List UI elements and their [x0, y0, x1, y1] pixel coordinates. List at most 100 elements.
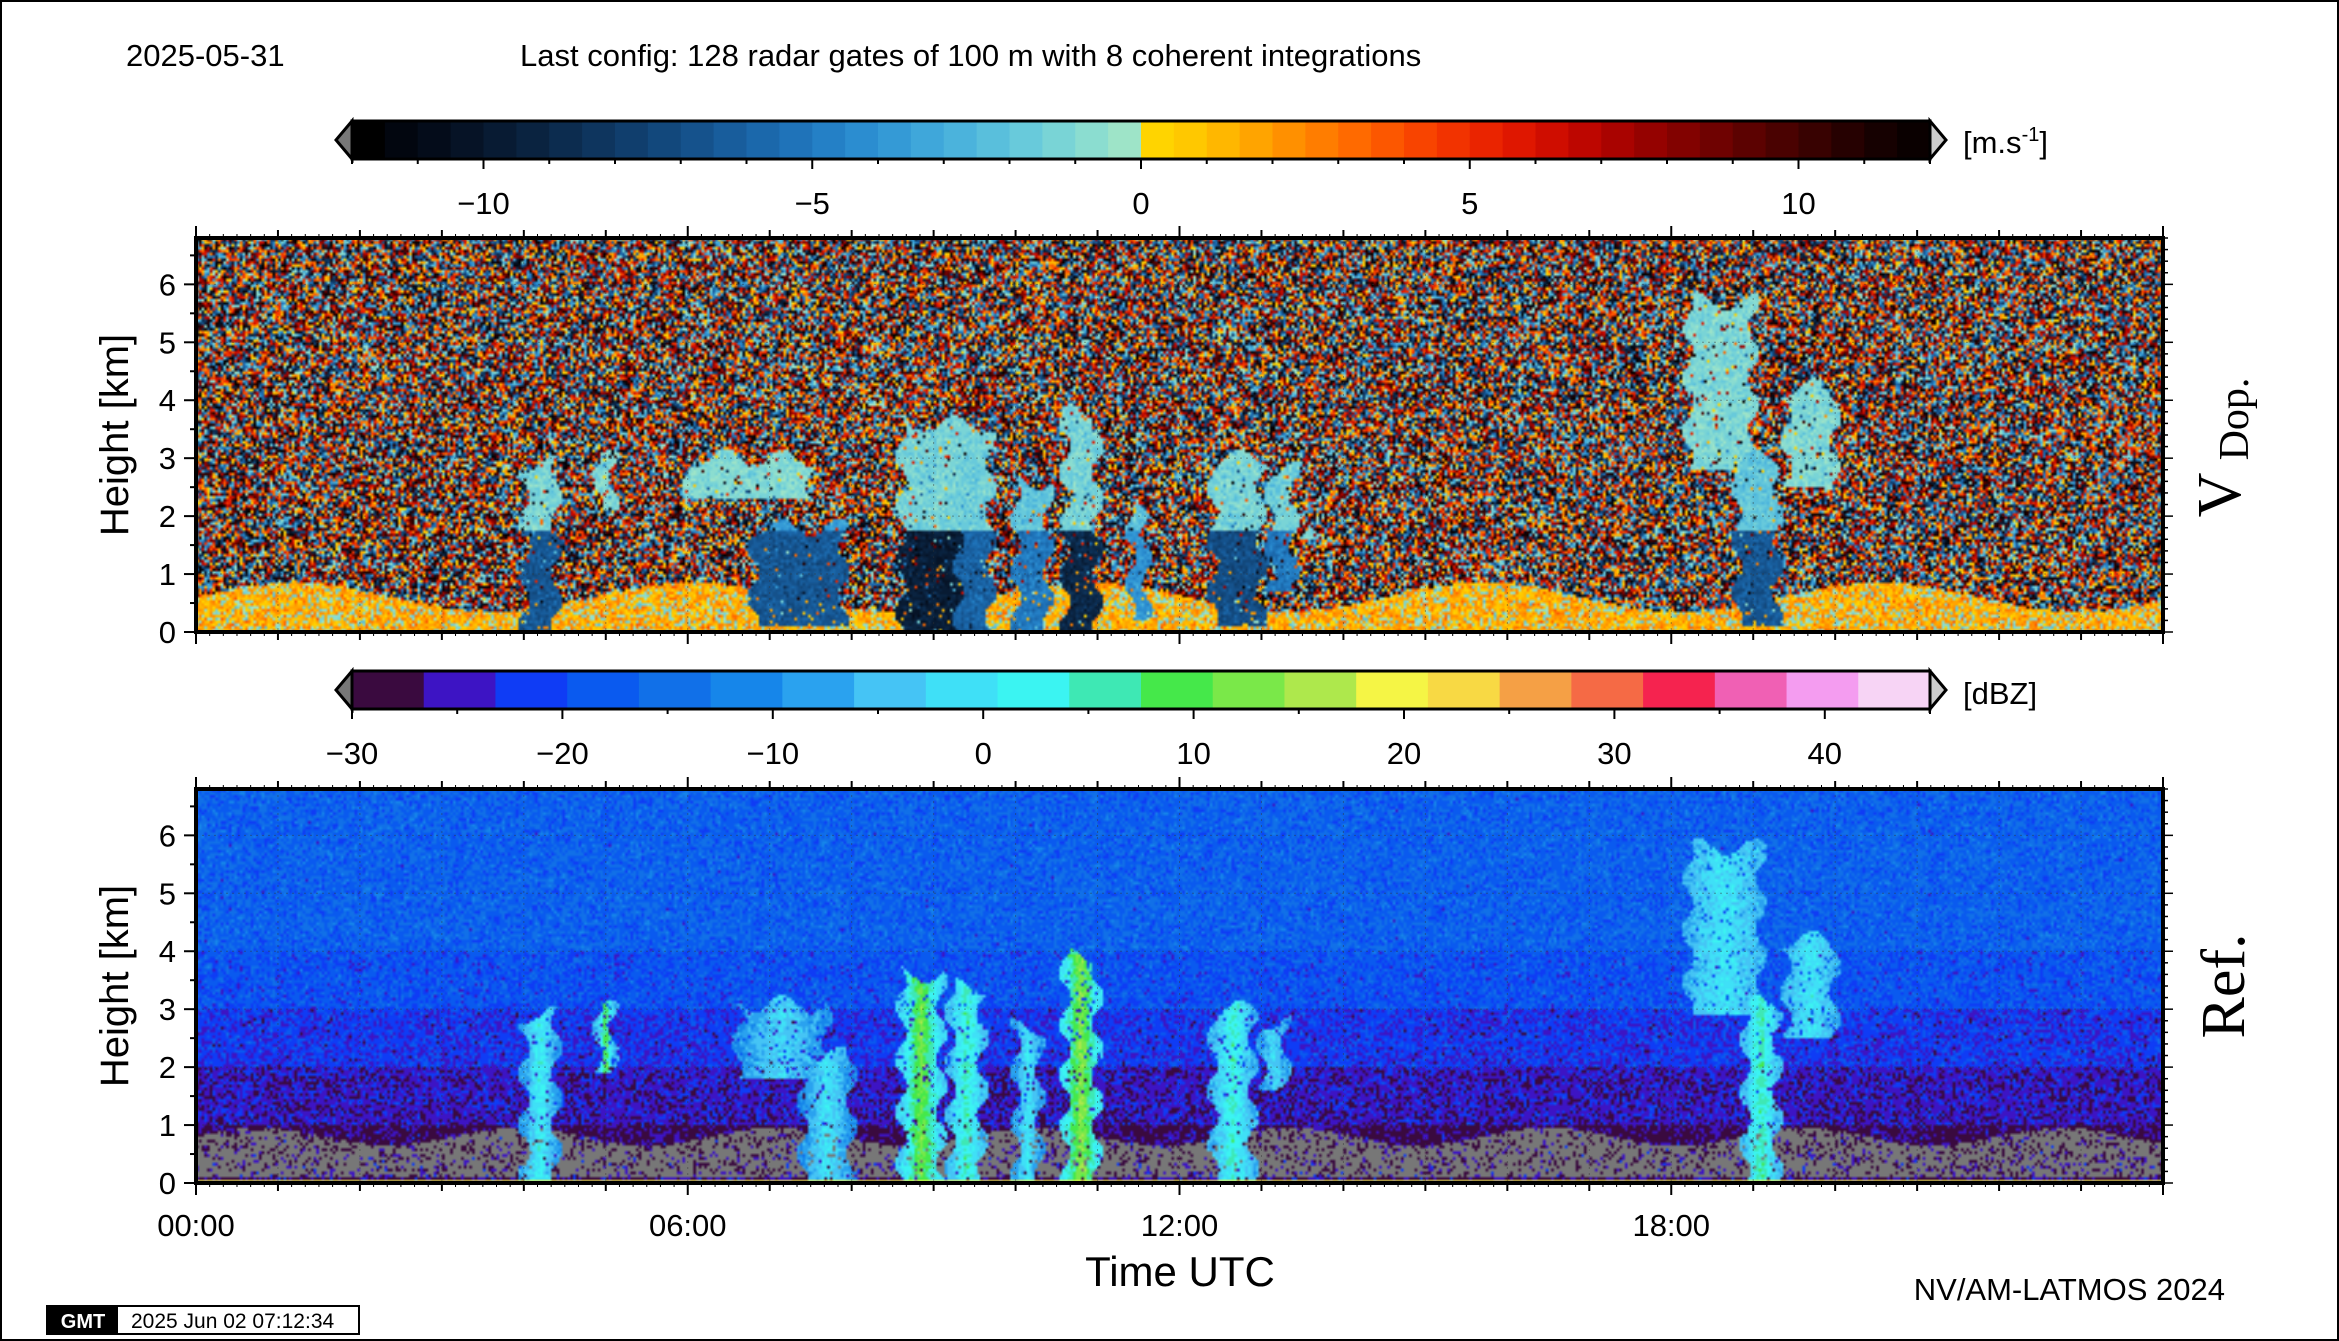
doppler-colorbar-swatch — [1568, 121, 1603, 159]
doppler-ytick-label: 3 — [159, 441, 176, 476]
doppler-colorbar-swatch — [384, 121, 419, 159]
reflectivity-ytick-label: 6 — [159, 818, 176, 853]
x-tick-label: 06:00 — [649, 1208, 727, 1243]
doppler-colorbar-swatch — [1173, 121, 1208, 159]
reflectivity-colorbar-swatch — [1284, 671, 1357, 709]
doppler-colorbar-swatch — [746, 121, 781, 159]
doppler-side-label-sub: Dop. — [2212, 378, 2258, 461]
doppler-axes: 0 1 2 3 4 5 6 — [159, 226, 2173, 650]
reflectivity-unit-label: [dBZ] — [1963, 676, 2037, 711]
doppler-panel: 0 1 2 3 4 5 6 Height [km] V Dop. — [93, 226, 2258, 650]
doppler-colorbar-swatch — [352, 121, 386, 159]
reflectivity-colorbar-swatch — [423, 671, 497, 709]
doppler-colorbar-swatch — [1732, 121, 1767, 159]
doppler-colorbar-swatch — [1601, 121, 1635, 159]
doppler-colorbar-swatch — [713, 121, 748, 159]
reflectivity-colorbar-swatch — [710, 671, 784, 709]
doppler-colorbar-tick-label: 0 — [1132, 186, 1149, 221]
doppler-colorbar-swatch — [680, 121, 715, 159]
reflectivity-heatmap — [196, 789, 2163, 1183]
doppler-colorbar-swatch — [1667, 121, 1701, 159]
doppler-colorbar-swatch — [582, 121, 616, 159]
reflectivity-colorbar-swatch — [925, 671, 999, 709]
doppler-ylabel: Height [km] — [93, 334, 137, 536]
doppler-colorbar-swatch — [1141, 121, 1175, 159]
doppler-colorbar-swatch — [1831, 121, 1866, 159]
reflectivity-colorbar-tick-label: 10 — [1176, 736, 1210, 771]
doppler-ytick-label: 1 — [159, 557, 176, 592]
doppler-unit-label: [m.s-1] — [1963, 124, 2048, 160]
reflectivity-ytick-label: 4 — [159, 934, 176, 969]
reflectivity-colorbar-swatch — [638, 671, 712, 709]
doppler-colorbar-swatch — [483, 121, 518, 159]
reflectivity-colorbar-swatch — [1212, 671, 1286, 709]
reflectivity-colorbar-swatch — [1069, 671, 1142, 709]
reflectivity-colorbar-swatch — [854, 671, 927, 709]
doppler-colorbar-tick-label: −5 — [795, 186, 830, 221]
reflectivity-colorbar-swatch — [567, 671, 640, 709]
x-tick-label: 18:00 — [1632, 1208, 1710, 1243]
reflectivity-colorbar-swatch — [352, 671, 425, 709]
reflectivity-colorbar-swatch — [997, 671, 1071, 709]
doppler-colorbar-tick-label: −10 — [457, 186, 510, 221]
reflectivity-colorbar-frame — [350, 669, 1932, 711]
reflectivity-colorbar-swatch — [1786, 671, 1860, 709]
reflectivity-colorbar-tick-label: −10 — [747, 736, 800, 771]
reflectivity-colorbar-tick-label: −30 — [326, 736, 379, 771]
reflectivity-colorbar: −30 −20 −10 0 10 20 30 40 — [326, 666, 1948, 771]
reflectivity-colorbar-swatch — [782, 671, 855, 709]
doppler-colorbar-swatch — [1634, 121, 1668, 159]
reflectivity-grid — [196, 789, 2163, 1183]
doppler-colorbar-swatch — [1765, 121, 1800, 159]
doppler-colorbar-swatch — [812, 121, 846, 159]
reflectivity-colorbar-swatch — [495, 671, 568, 709]
doppler-colorbar-swatch — [615, 121, 649, 159]
doppler-colorbar-swatch — [1305, 121, 1340, 159]
doppler-colorbar: −10 −5 0 5 10 — [334, 116, 1948, 221]
doppler-colorbar-swatch — [549, 121, 583, 159]
reflectivity-axes: 0 1 2 3 4 5 6 00:00 06:00 12:00 18:00 — [157, 777, 2173, 1243]
doppler-colorbar-swatch — [1502, 121, 1537, 159]
reflectivity-colorbar-tick-label: 40 — [1808, 736, 1842, 771]
reflectivity-ytick-label: 3 — [159, 992, 176, 1027]
doppler-colorbar-swatch — [1239, 121, 1274, 159]
reflectivity-ylabel: Height [km] — [93, 885, 137, 1087]
doppler-colorbar-swatch — [450, 121, 485, 159]
reflectivity-colorbar-tick-label: 20 — [1387, 736, 1421, 771]
doppler-colorbar-swatch — [1371, 121, 1405, 159]
gmt-timestamp-badge: GMT 2025 Jun 02 07:12:34 — [46, 1305, 360, 1335]
doppler-colorbar-swatch — [1206, 121, 1241, 159]
doppler-ytick-label: 2 — [159, 499, 176, 534]
reflectivity-colorbar-swatch — [1141, 671, 1214, 709]
doppler-colorbar-swatch — [1864, 121, 1898, 159]
doppler-colorbar-tick-label: 10 — [1781, 186, 1815, 221]
doppler-colorbar-swatch — [1897, 121, 1931, 159]
reflectivity-colorbar-tick-label: 0 — [975, 736, 992, 771]
doppler-colorbar-swatch — [976, 121, 1011, 159]
reflectivity-ytick-label: 0 — [159, 1166, 176, 1201]
doppler-ytick-label: 4 — [159, 383, 176, 418]
doppler-colorbar-swatch — [1075, 121, 1109, 159]
reflectivity-colorbar-swatch — [1714, 671, 1788, 709]
doppler-colorbar-swatch — [1798, 121, 1833, 159]
doppler-colorbar-swatch — [943, 121, 978, 159]
reflectivity-colorbar-swatch — [1571, 671, 1644, 709]
doppler-colorbar-swatch — [1042, 121, 1077, 159]
doppler-colorbar-swatch — [1009, 121, 1044, 159]
doppler-colorbar-swatch — [1469, 121, 1504, 159]
reflectivity-ytick-label: 1 — [159, 1108, 176, 1143]
reflectivity-side-label: Ref. — [2190, 933, 2258, 1038]
doppler-colorbar-tick-label: 5 — [1461, 186, 1478, 221]
doppler-colorbar-swatch — [1272, 121, 1307, 159]
doppler-colorbar-swatch — [1699, 121, 1734, 159]
doppler-colorbar-swatch — [1338, 121, 1372, 159]
doppler-colorbar-swatch — [878, 121, 912, 159]
gmt-logo: GMT — [61, 1311, 105, 1333]
reflectivity-colorbar-swatch — [1858, 671, 1931, 709]
doppler-colorbar-swatch — [516, 121, 551, 159]
config-text: Last config: 128 radar gates of 100 m wi… — [520, 38, 1421, 73]
doppler-colorbar-swatch — [1436, 121, 1471, 159]
reflectivity-colorbar-swatch — [1427, 671, 1501, 709]
